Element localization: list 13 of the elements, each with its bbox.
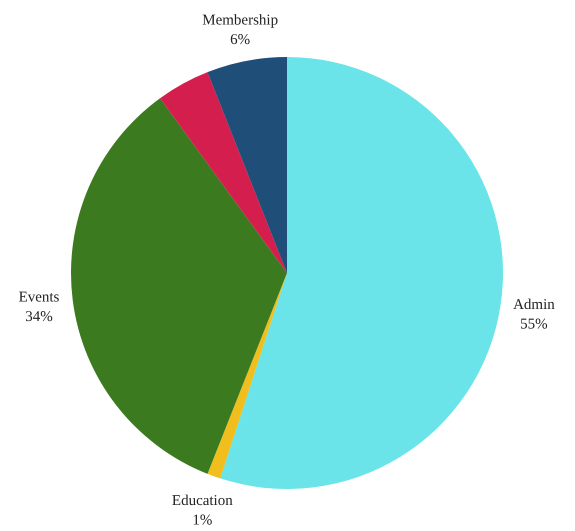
- slice-label: Membership: [202, 12, 278, 28]
- data-label: 1%: [192, 512, 212, 529]
- pie-slice: [220, 57, 503, 489]
- slice-label: Admin: [513, 297, 556, 314]
- data-label: 6%: [230, 32, 250, 48]
- pie-slice: [71, 98, 287, 474]
- slice-label: Education: [172, 493, 234, 510]
- pie-slice: [207, 273, 287, 478]
- data-label: 34%: [25, 308, 53, 325]
- pie-slice: [160, 72, 287, 273]
- pie-slice: [207, 57, 287, 273]
- slice-label: Events: [18, 289, 60, 306]
- data-label: 55%: [520, 316, 548, 333]
